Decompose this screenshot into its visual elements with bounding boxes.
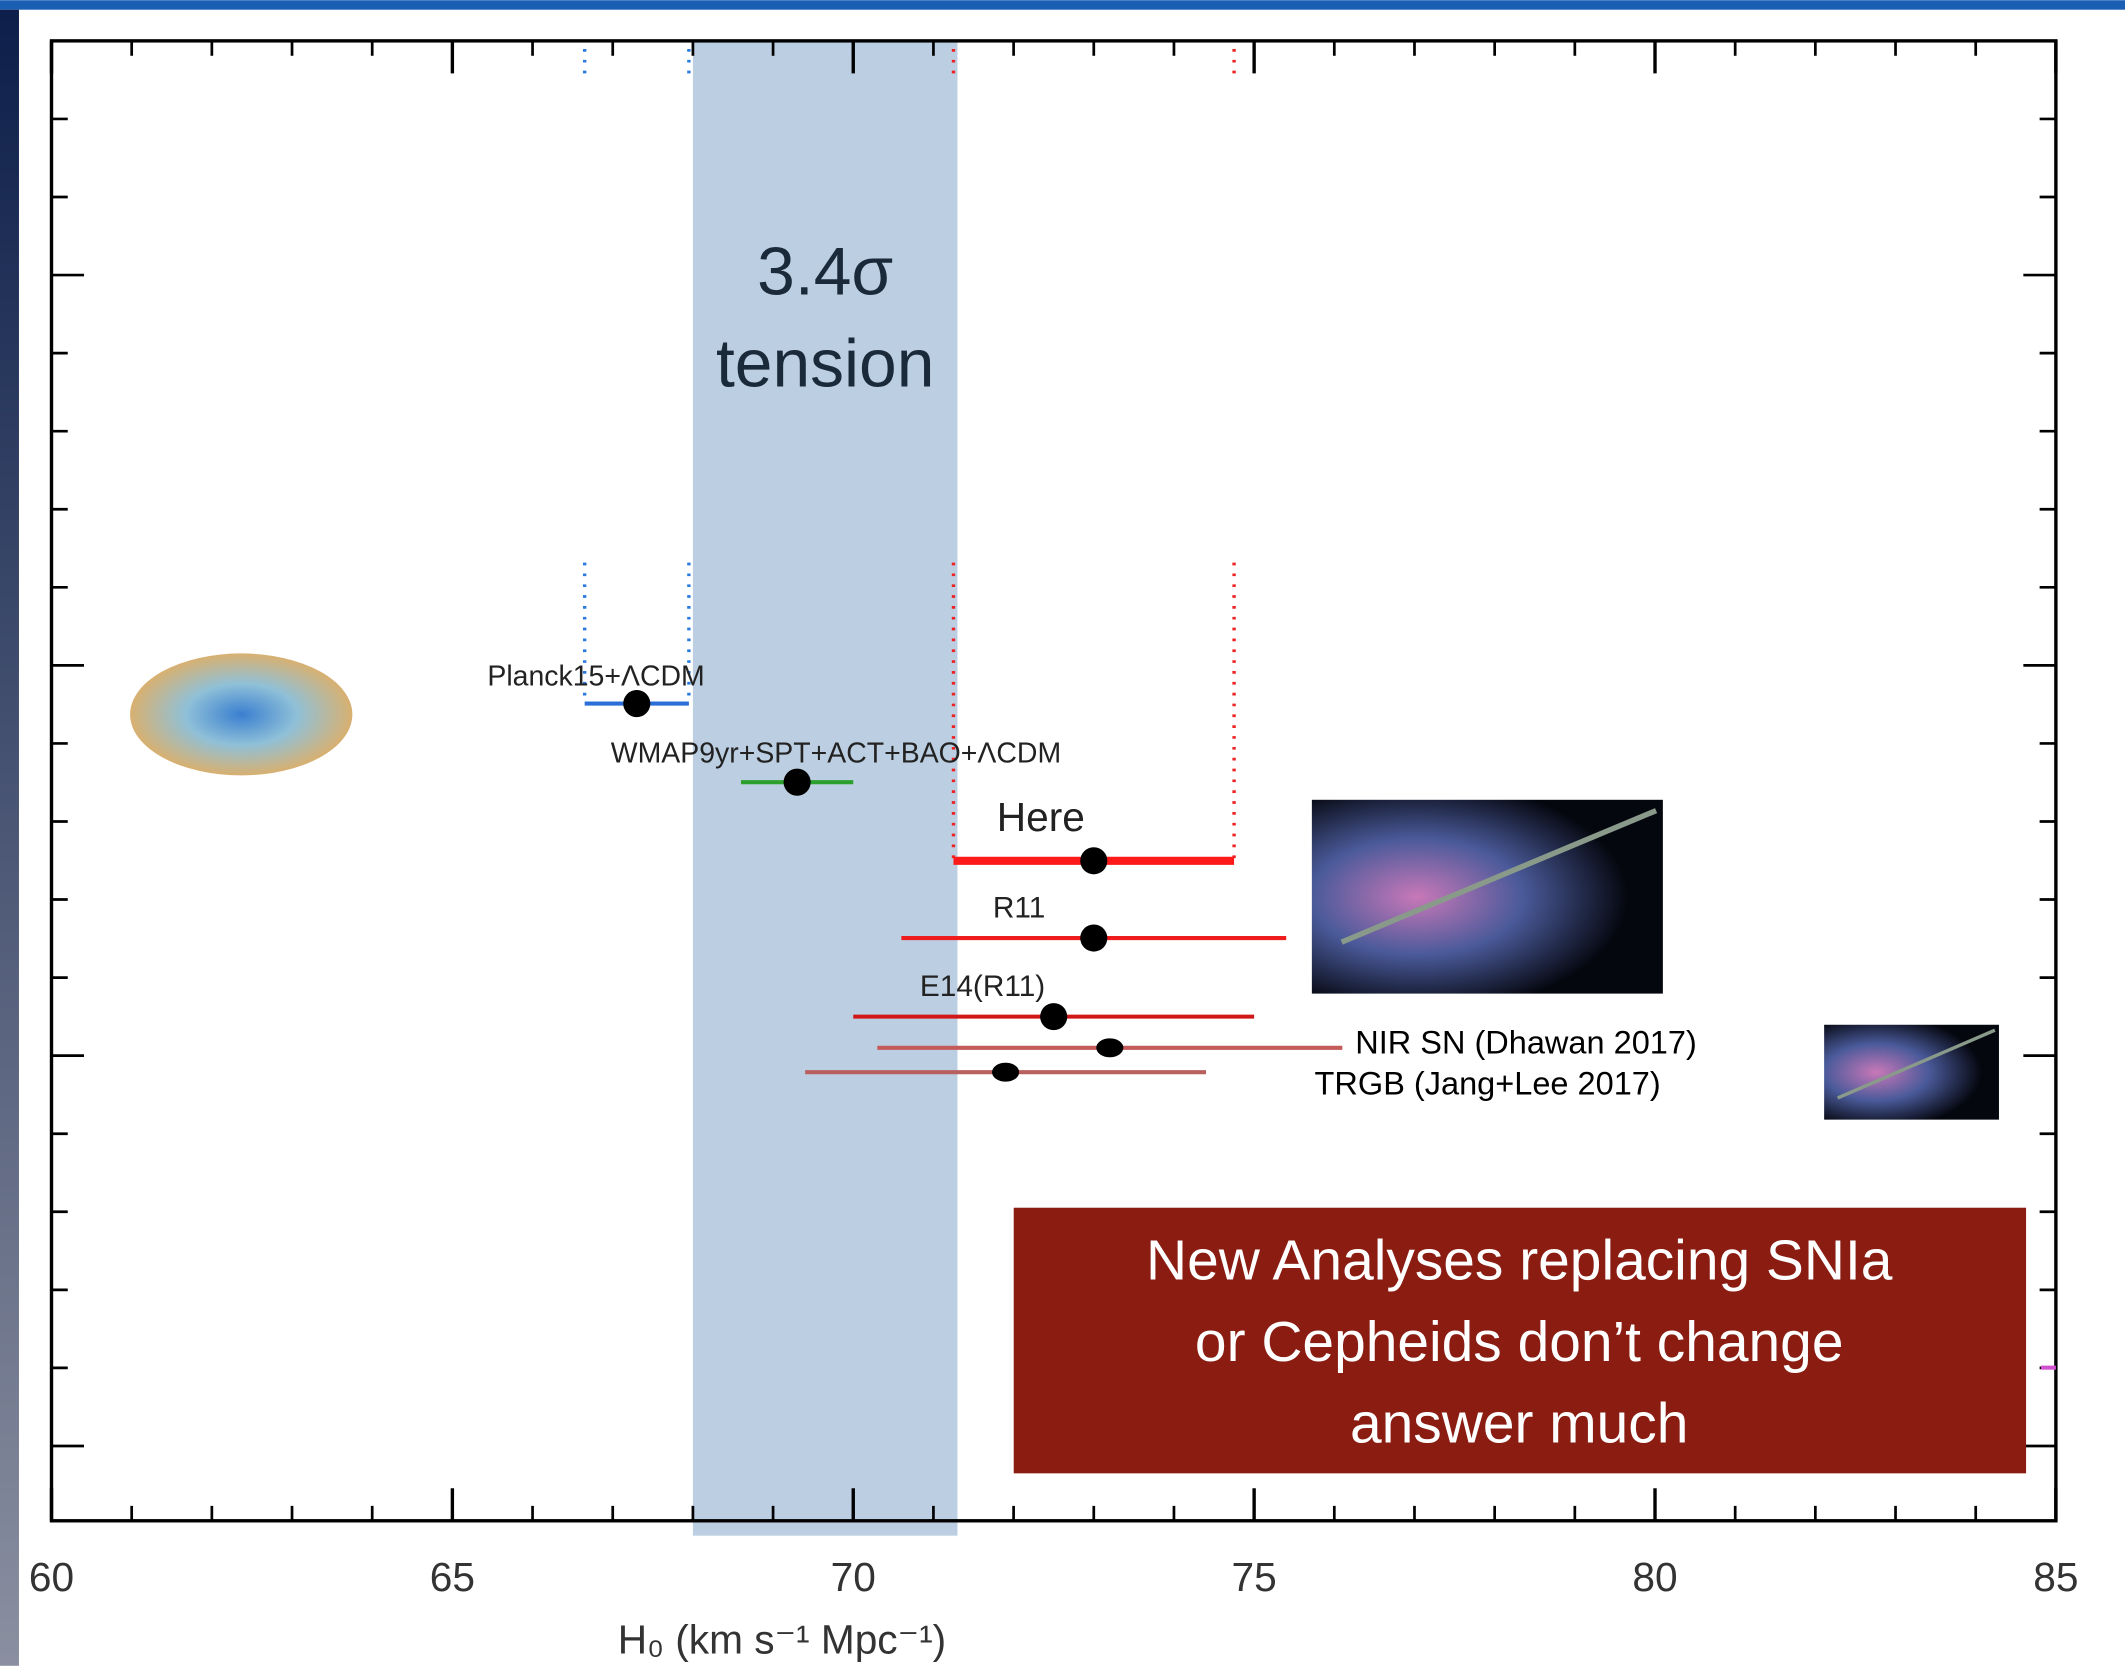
point	[1040, 1003, 1067, 1030]
point-label: E14(R11)	[920, 970, 1045, 1003]
x-tick-label: 65	[430, 1554, 475, 1600]
x-tick-label: 80	[1632, 1554, 1677, 1600]
point-label: TRGB (Jang+Lee 2017)	[1315, 1065, 1661, 1101]
point	[992, 1063, 1019, 1082]
point-label: Here	[997, 794, 1085, 840]
point	[1080, 924, 1107, 951]
x-tick-label: 75	[1232, 1554, 1277, 1600]
point	[784, 769, 811, 796]
note-text: or Cepheids don’t change	[1195, 1310, 1844, 1374]
point	[1096, 1038, 1123, 1057]
top-border	[0, 0, 2125, 9]
x-tick-label: 60	[29, 1554, 74, 1600]
note-text: New Analyses replacing SNIa	[1146, 1229, 1893, 1293]
note-text: answer much	[1350, 1391, 1688, 1455]
band-label: 3.4σ	[757, 235, 893, 310]
side-border	[0, 10, 19, 1666]
page: {"chart_data": { "type": "errorbar", "xl…	[0, 0, 2125, 1666]
point	[623, 690, 650, 717]
x-axis-label: H₀ (km s⁻¹ Mpc⁻¹)	[618, 1616, 946, 1662]
point-label: NIR SN (Dhawan 2017)	[1355, 1025, 1697, 1061]
x-tick-label: 85	[2033, 1554, 2078, 1600]
band-label: tension	[716, 327, 934, 402]
cmb-map-image	[130, 653, 352, 775]
chart: 3.4σ tension Planck15+ΛCDM WMAP9yr+SPT+ACT…	[0, 0, 2125, 1666]
point-label: R11	[993, 891, 1045, 924]
x-tick-label: 70	[831, 1554, 876, 1600]
point-label: WMAP9yr+SPT+ACT+BAO+ΛCDM	[611, 738, 1061, 770]
point	[1080, 847, 1107, 874]
point-label: Planck15+ΛCDM	[487, 660, 704, 692]
